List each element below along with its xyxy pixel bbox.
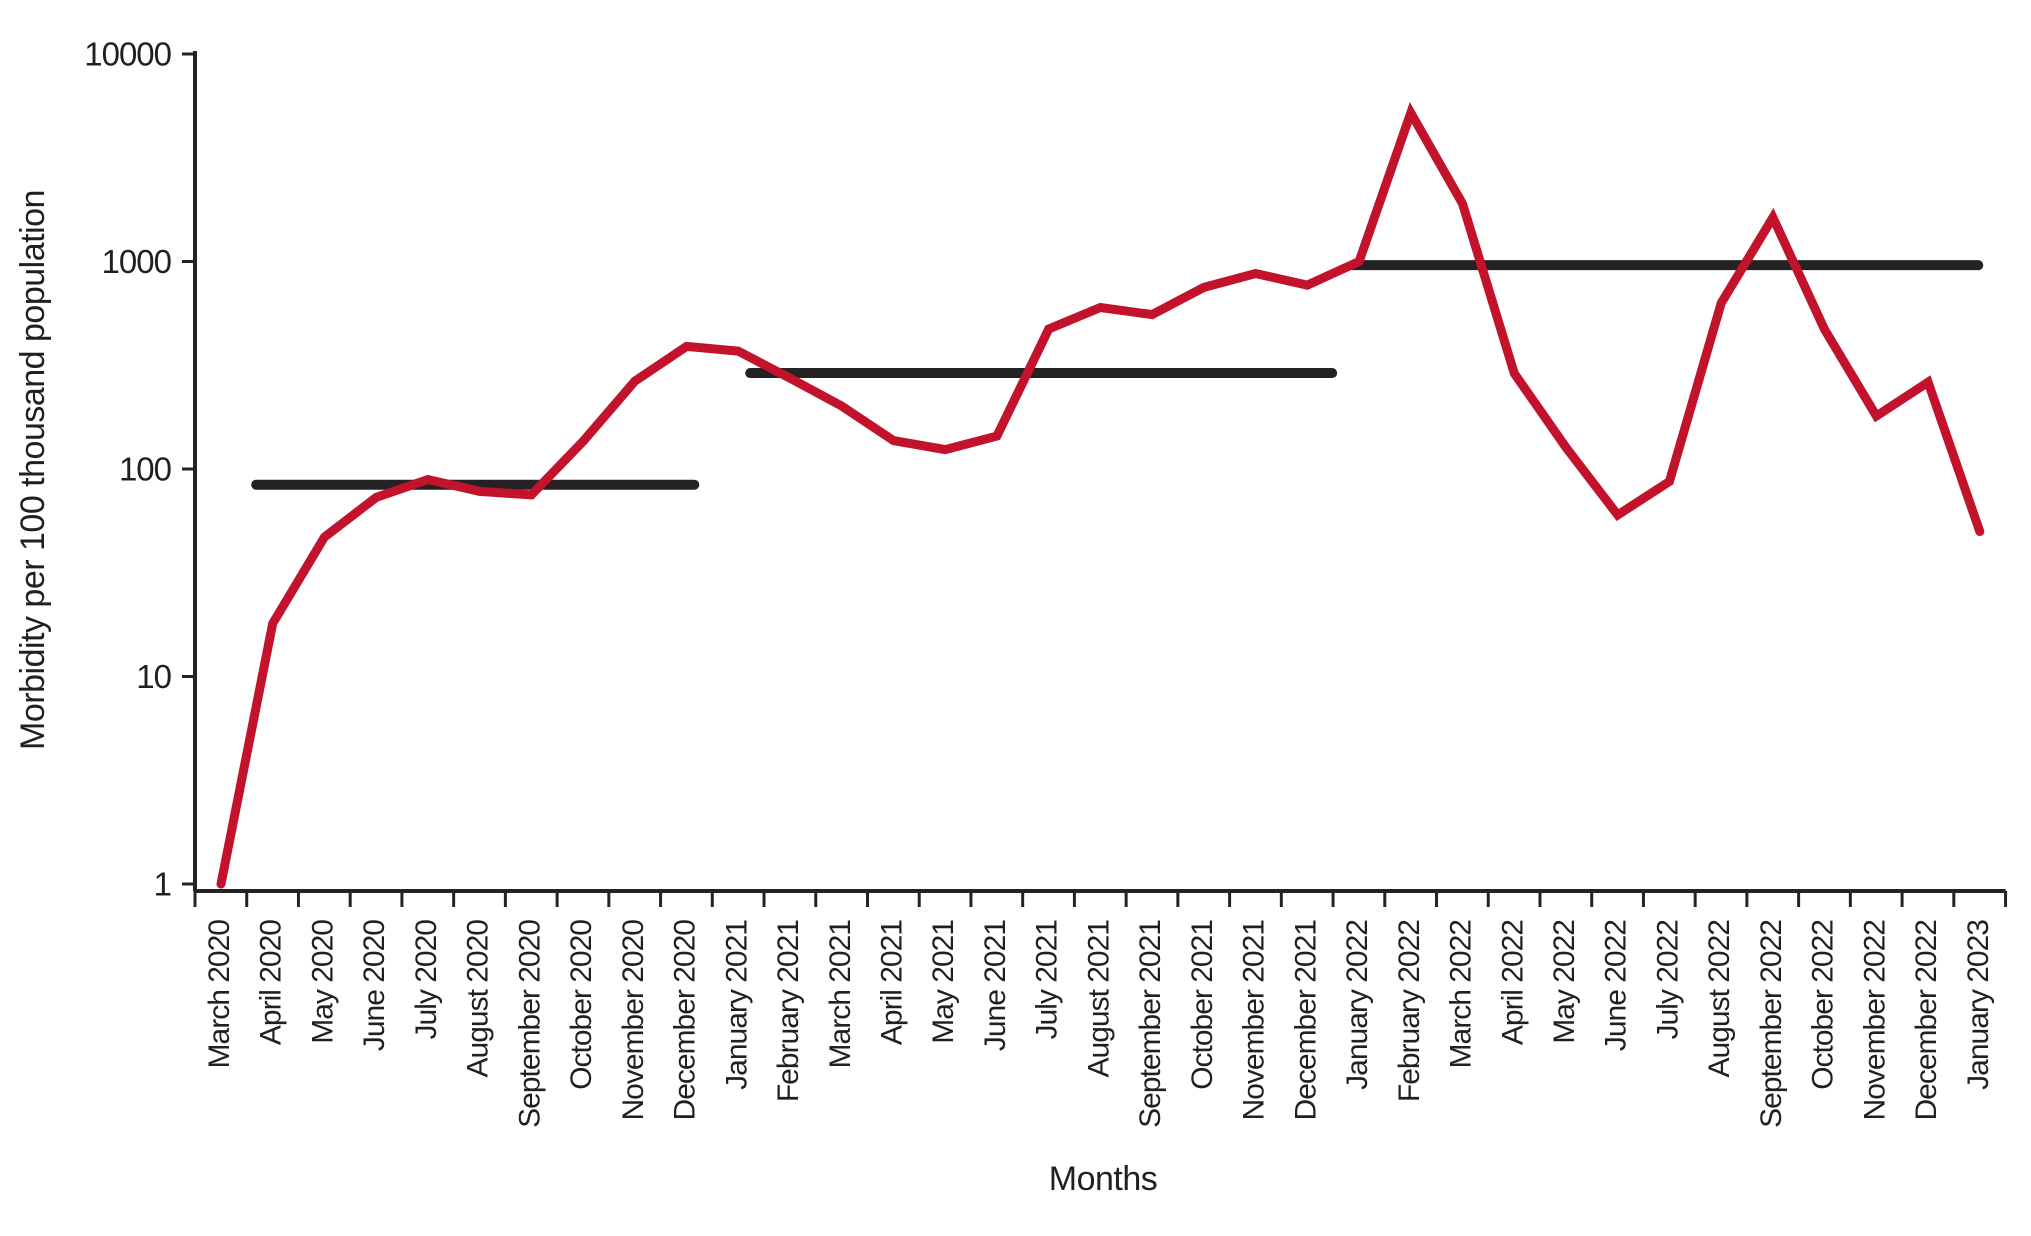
x-tick-label: August 2020 (462, 920, 495, 1078)
x-tick-label: February 2022 (1393, 920, 1426, 1102)
y-tick-label: 100 (119, 451, 172, 488)
y-tick-label: 1000 (102, 243, 172, 280)
x-tick-label: January 2021 (720, 920, 753, 1090)
x-tick-label: August 2022 (1703, 920, 1736, 1078)
x-tick-label: July 2022 (1651, 920, 1684, 1040)
x-tick-label: March 2020 (203, 920, 236, 1069)
x-tick-label: July 2021 (1031, 920, 1064, 1040)
x-tick-label: May 2022 (1548, 920, 1581, 1044)
x-tick-label: April 2020 (255, 920, 288, 1045)
x-tick-label: March 2021 (824, 920, 857, 1069)
x-tick-label: April 2022 (1496, 920, 1529, 1045)
x-axis-ticks (193, 891, 2008, 907)
x-tick-label: October 2021 (1186, 920, 1219, 1090)
x-tick-label: September 2020 (513, 920, 546, 1128)
x-axis-title: Months (1049, 1160, 1158, 1198)
x-tick-label: September 2021 (1134, 920, 1167, 1128)
x-tick-label: January 2022 (1341, 920, 1374, 1090)
y-tick-label: 10 (136, 658, 171, 695)
x-tick-label: March 2022 (1445, 920, 1478, 1069)
x-tick-label: August 2021 (1082, 920, 1115, 1078)
x-tick-label: May 2020 (306, 920, 339, 1044)
x-tick-label: June 2020 (358, 920, 391, 1051)
x-tick-label: December 2020 (669, 920, 702, 1121)
x-tick-label: June 2021 (979, 920, 1012, 1051)
x-tick-label: June 2022 (1600, 920, 1633, 1051)
x-tick-label: September 2022 (1755, 920, 1788, 1128)
x-tick-label: October 2020 (565, 920, 598, 1090)
x-tick-label: January 2023 (1962, 920, 1995, 1090)
y-tick-label: 1 (154, 866, 171, 903)
x-tick-label: November 2022 (1858, 920, 1891, 1121)
y-axis-ticks: 1 10 100 1000 10000 (84, 36, 195, 903)
x-tick-label: December 2022 (1910, 920, 1943, 1121)
x-tick-label: February 2021 (772, 920, 805, 1102)
series-group (216, 102, 1985, 889)
x-tick-label: July 2020 (410, 920, 443, 1040)
x-tick-label: November 2020 (617, 920, 650, 1121)
axes-group (193, 51, 2006, 893)
x-tick-label: May 2021 (927, 920, 960, 1044)
y-axis-title: Morbidity per 100 thousand population (14, 190, 52, 750)
x-tick-label: April 2021 (875, 920, 908, 1045)
average-lines-group (251, 260, 1984, 490)
x-tick-label: December 2021 (1289, 920, 1322, 1121)
x-tick-label: November 2021 (1238, 920, 1271, 1121)
x-axis-month-labels: March 2020 April 2020 May 2020 June 2020 Jul… (203, 920, 1995, 1128)
y-tick-label: 10000 (84, 36, 171, 73)
morbidity-line (216, 102, 1985, 889)
x-tick-label: October 2022 (1807, 920, 1840, 1090)
